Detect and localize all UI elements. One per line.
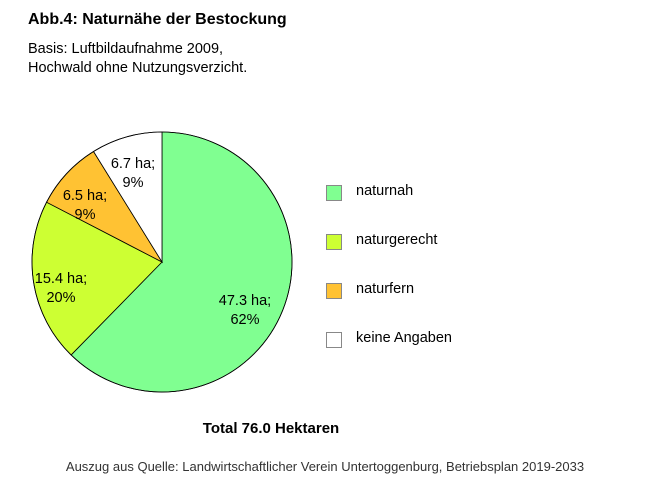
slice-percent-label-naturnah: 62%	[230, 312, 259, 328]
subtitle-line-1: Basis: Luftbildaufnahme 2009,	[28, 41, 224, 57]
slice-percent-label-keine-angaben: 9%	[123, 175, 144, 191]
source-note: Auszug aus Quelle: Landwirtschaftlicher …	[65, 459, 585, 474]
chart-title: Abb.4: Naturnähe der Bestockung	[28, 11, 287, 28]
legend-swatch-naturgerecht	[326, 234, 342, 250]
legend-label-naturfern: naturfern	[356, 281, 415, 297]
legend-label-naturnah: naturnah	[356, 183, 414, 199]
legend-swatch-naturfern	[326, 283, 342, 299]
slice-value-label-naturfern: 6.5 ha;	[63, 188, 107, 204]
slice-percent-label-naturfern: 9%	[75, 207, 96, 223]
slice-value-label-naturnah: 47.3 ha;	[219, 293, 271, 309]
legend-swatch-keine-angaben	[326, 332, 342, 348]
slice-value-label-keine-angaben: 6.7 ha;	[111, 156, 155, 172]
subtitle-line-2: Hochwald ohne Nutzungsverzicht.	[28, 60, 248, 76]
total-label-wrap: Total 76.0 Hektaren	[0, 420, 650, 437]
slice-percent-label-naturgerecht: 20%	[46, 290, 75, 306]
legend-swatch-naturnah	[326, 185, 342, 201]
slice-value-label-naturgerecht: 15.4 ha;	[35, 271, 87, 287]
pie-outline	[31, 131, 293, 393]
chart-subtitle: Basis: Luftbildaufnahme 2009, Hochwald o…	[28, 40, 247, 78]
total-label: Total 76.0 Hektaren	[202, 420, 340, 437]
legend-label-keine-angaben: keine Angaben	[356, 330, 452, 346]
legend-label-naturgerecht: naturgerecht	[356, 232, 438, 248]
